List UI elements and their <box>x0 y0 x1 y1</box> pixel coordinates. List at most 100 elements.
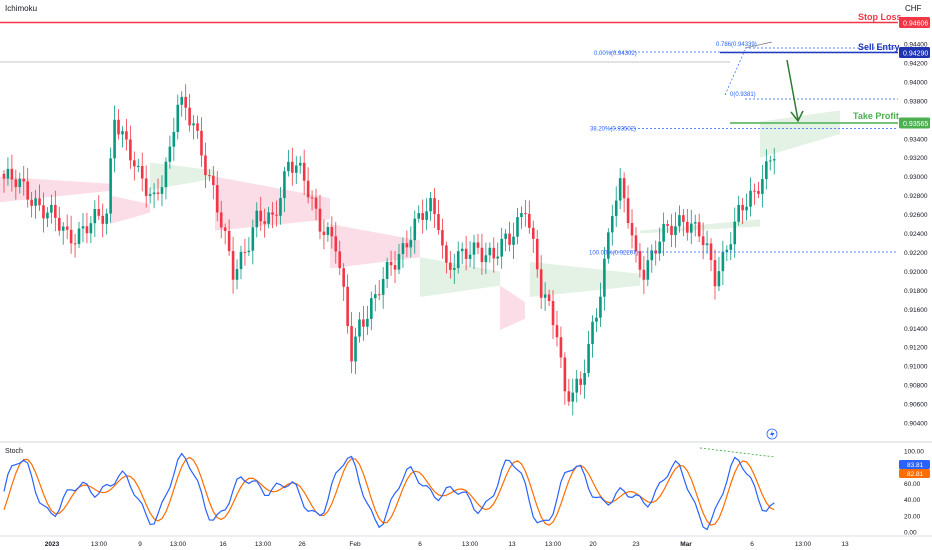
candle-body <box>480 247 484 263</box>
candle-body <box>610 216 614 233</box>
price-tick-label: 0.92800 <box>904 193 928 200</box>
candle-body <box>381 279 385 295</box>
candle-body <box>50 204 53 213</box>
candle-body <box>460 248 464 252</box>
candle-body <box>6 168 10 179</box>
price-tick-label: 0.93400 <box>904 136 928 143</box>
candle-body <box>555 325 559 338</box>
lightning-icon[interactable] <box>766 428 778 440</box>
candle-body <box>563 357 567 392</box>
candle-body <box>729 244 733 250</box>
candle-body <box>662 223 665 242</box>
stoch-divergence-line <box>699 447 776 458</box>
candle-body <box>666 223 669 226</box>
candle-body <box>10 168 14 180</box>
candle-body <box>322 231 326 235</box>
price-tick-label: 0.91800 <box>904 288 928 295</box>
candle-body <box>180 96 184 105</box>
candle-body <box>674 226 677 236</box>
candle-body <box>425 211 428 220</box>
candle-body <box>30 199 33 206</box>
candle-body <box>298 162 302 166</box>
candle-body <box>575 378 579 393</box>
candle-body <box>456 251 460 269</box>
candle-body <box>61 226 65 231</box>
candle-body <box>682 215 685 222</box>
candle-body <box>614 200 618 217</box>
candle-body <box>34 198 37 206</box>
currency-label: CHF <box>905 4 922 13</box>
candle-body <box>219 212 223 228</box>
candle-body <box>488 247 492 256</box>
candle-body <box>492 247 496 259</box>
price-tick-label: 0.94400 <box>904 42 928 49</box>
price-tick-label: 0.90400 <box>904 421 928 428</box>
candle-body <box>168 146 172 162</box>
sell-entry-label: Sell Entry <box>858 42 900 52</box>
candle-body <box>291 161 294 173</box>
candle-body <box>603 258 606 297</box>
price-tick-label: 0.92600 <box>904 212 928 219</box>
candle-body <box>22 178 26 182</box>
candle-body <box>445 245 448 263</box>
price-tick-label: 0.92400 <box>904 231 928 238</box>
candle-body <box>314 197 318 209</box>
candle-body <box>512 236 515 245</box>
candle-body <box>247 250 251 253</box>
candle-body <box>741 204 744 211</box>
candle-body <box>342 268 345 287</box>
candle-body <box>539 269 543 298</box>
candle-body <box>334 236 338 252</box>
candle-body <box>528 213 531 228</box>
candle-body <box>172 132 176 147</box>
stop-loss-price: 0.94606 <box>903 21 928 28</box>
candle-body <box>89 223 93 234</box>
candle-body <box>212 175 215 186</box>
candle-body <box>472 242 476 255</box>
stop-loss-tag <box>899 17 930 28</box>
candle-body <box>223 227 227 231</box>
candle-body <box>362 319 365 327</box>
candle-body <box>421 213 424 220</box>
price-tick-label: 0.92200 <box>904 250 928 257</box>
candle-body <box>413 218 417 241</box>
candle-body <box>117 119 120 135</box>
candle-body <box>287 161 290 172</box>
cloud-segment <box>420 257 500 297</box>
time-tick-label: 13:00 <box>795 541 812 548</box>
cloud-segment <box>760 110 840 158</box>
time-tick-label: Mar <box>680 541 692 548</box>
fib-382-label: 38.20%(0.93502) <box>590 127 636 133</box>
candle-body <box>686 221 689 233</box>
time-tick-label: 13:00 <box>545 541 562 548</box>
candle-body <box>255 210 259 228</box>
cloud-segment <box>500 285 525 331</box>
candle-body <box>587 344 590 373</box>
candle-body <box>152 192 156 195</box>
candle-body <box>441 230 444 246</box>
candle-body <box>176 104 180 133</box>
candle-body <box>208 175 211 177</box>
candle-body <box>452 268 456 270</box>
price-tick-label: 0.93000 <box>904 174 928 181</box>
time-tick-label: 13:00 <box>462 541 479 548</box>
candle-body <box>638 251 642 270</box>
candle-body <box>476 242 480 248</box>
price-axis[interactable]: 0.944000.942000.940000.938000.936000.934… <box>904 42 928 428</box>
time-tick-label: 13:00 <box>170 541 187 548</box>
candle-body <box>306 180 310 198</box>
time-axis[interactable]: 2023 13:00 9 13:00 16 13:00 26 Feb 6 13:00 13 13:00… <box>45 541 849 548</box>
candle-body <box>508 233 511 245</box>
candle-body <box>275 214 278 216</box>
candle-body <box>658 241 661 254</box>
candle-body <box>2 173 6 179</box>
candle-body <box>350 326 353 362</box>
candle-body <box>757 190 760 194</box>
candle-body <box>745 206 748 211</box>
candle-body <box>433 198 436 215</box>
candle-body <box>81 226 85 229</box>
candle-body <box>385 261 389 280</box>
candle-body <box>409 240 413 248</box>
candle-body <box>129 139 132 161</box>
